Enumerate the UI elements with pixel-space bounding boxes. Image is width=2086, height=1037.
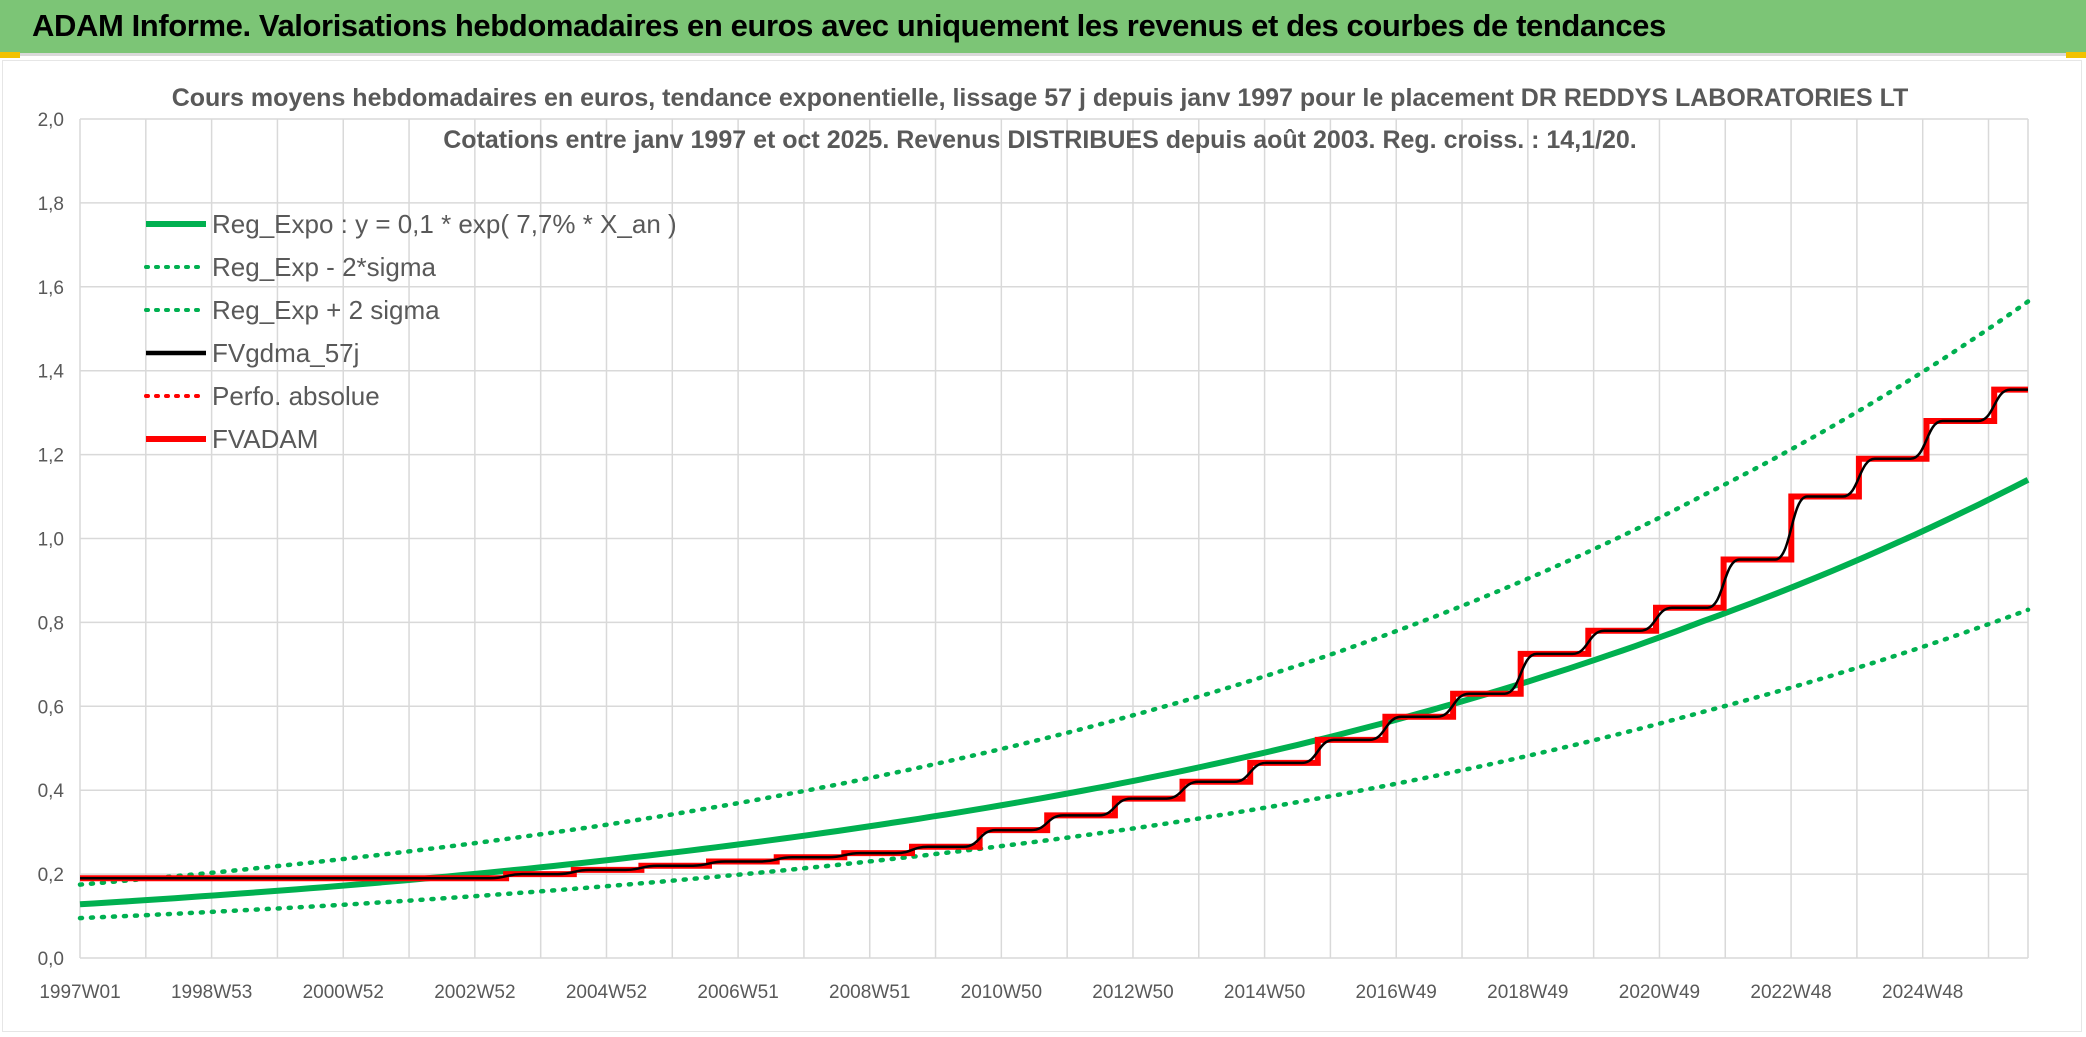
legend-label: Reg_Exp - 2*sigma: [212, 252, 437, 282]
x-axis-ticks: 1997W01 1998W53 2000W52 2002W52 2004W52 2006W…: [39, 982, 1963, 1003]
corner-marker-right: [2066, 52, 2086, 58]
chart-title: Cours moyens hebdomadaires en euros, ten…: [172, 84, 1909, 154]
x-tick-label: 2020W49: [1619, 982, 1700, 1003]
legend: Reg_Expo : y = 0,1 * exp( 7,7% * X_an ) R…: [144, 209, 677, 454]
x-tick-label: 2022W48: [1750, 982, 1831, 1003]
x-tick-label: 2024W48: [1882, 982, 1963, 1003]
y-tick-label: 0,4: [38, 781, 65, 802]
legend-item: FVADAM: [146, 424, 318, 454]
y-tick-label: 0,0: [38, 949, 64, 970]
x-tick-label: 2012W50: [1092, 982, 1173, 1003]
page-title: ADAM Informe. Valorisations hebdomadaire…: [32, 8, 1666, 43]
legend-label: Reg_Expo : y = 0,1 * exp( 7,7% * X_an ): [212, 209, 677, 239]
series-reg-plus-2sigma: [77, 299, 2031, 887]
chart-title-line-2: Cotations entre janv 1997 et oct 2025. R…: [443, 126, 1637, 154]
y-tick-label: 1,2: [38, 446, 64, 467]
series-reg-minus-2sigma: [77, 607, 2031, 921]
x-tick-label: 2004W52: [566, 982, 647, 1003]
series-fvgdma-57j: [80, 388, 2028, 880]
x-tick-label: 2014W50: [1224, 982, 1305, 1003]
legend-item: Reg_Expo : y = 0,1 * exp( 7,7% * X_an ): [146, 209, 677, 239]
chart-frame: 0,0 0,2 0,4 0,6 0,8 1,0 1,2 1,4 1,6 1,8 2,0 1997W0…: [2, 60, 2082, 1032]
x-tick-label: 1997W01: [39, 982, 120, 1003]
grid: [79, 118, 2029, 959]
y-tick-label: 2,0: [38, 110, 64, 131]
legend-label: FVADAM: [212, 424, 318, 454]
corner-marker-left: [0, 52, 20, 58]
legend-label: Reg_Exp + 2 sigma: [212, 295, 440, 325]
legend-label: FVgdma_57j: [212, 338, 359, 368]
series-group: [77, 299, 2031, 921]
legend-label: Perfo. absolue: [212, 381, 380, 411]
legend-item: Reg_Exp - 2*sigma: [144, 252, 437, 282]
y-tick-label: 0,2: [38, 865, 64, 886]
x-tick-label: 2006W51: [697, 982, 778, 1003]
legend-item: Perfo. absolue: [144, 381, 380, 411]
series-fvadam: [80, 386, 2028, 882]
chart-svg: 0,0 0,2 0,4 0,6 0,8 1,0 1,2 1,4 1,6 1,8 2,0 1997W0…: [38, 84, 2031, 1003]
x-tick-label: 2016W49: [1356, 982, 1437, 1003]
y-tick-label: 1,8: [38, 194, 64, 215]
x-tick-label: 1998W53: [171, 982, 252, 1003]
header-banner: ADAM Informe. Valorisations hebdomadaire…: [0, 0, 2086, 56]
y-tick-label: 1,4: [38, 362, 65, 383]
y-tick-label: 0,8: [38, 613, 64, 634]
y-tick-label: 1,0: [38, 530, 64, 551]
x-tick-label: 2000W52: [303, 982, 384, 1003]
x-tick-label: 2002W52: [434, 982, 515, 1003]
y-tick-label: 1,6: [38, 278, 64, 299]
x-tick-label: 2010W50: [961, 982, 1042, 1003]
x-tick-label: 2018W49: [1487, 982, 1568, 1003]
y-axis-ticks: 0,0 0,2 0,4 0,6 0,8 1,0 1,2 1,4 1,6 1,8 2,0: [38, 110, 65, 970]
legend-item: FVgdma_57j: [146, 338, 359, 368]
y-tick-label: 0,6: [38, 697, 64, 718]
x-tick-label: 2008W51: [829, 982, 910, 1003]
legend-item: Reg_Exp + 2 sigma: [144, 295, 440, 325]
chart-title-line-1: Cours moyens hebdomadaires en euros, ten…: [172, 84, 1909, 112]
